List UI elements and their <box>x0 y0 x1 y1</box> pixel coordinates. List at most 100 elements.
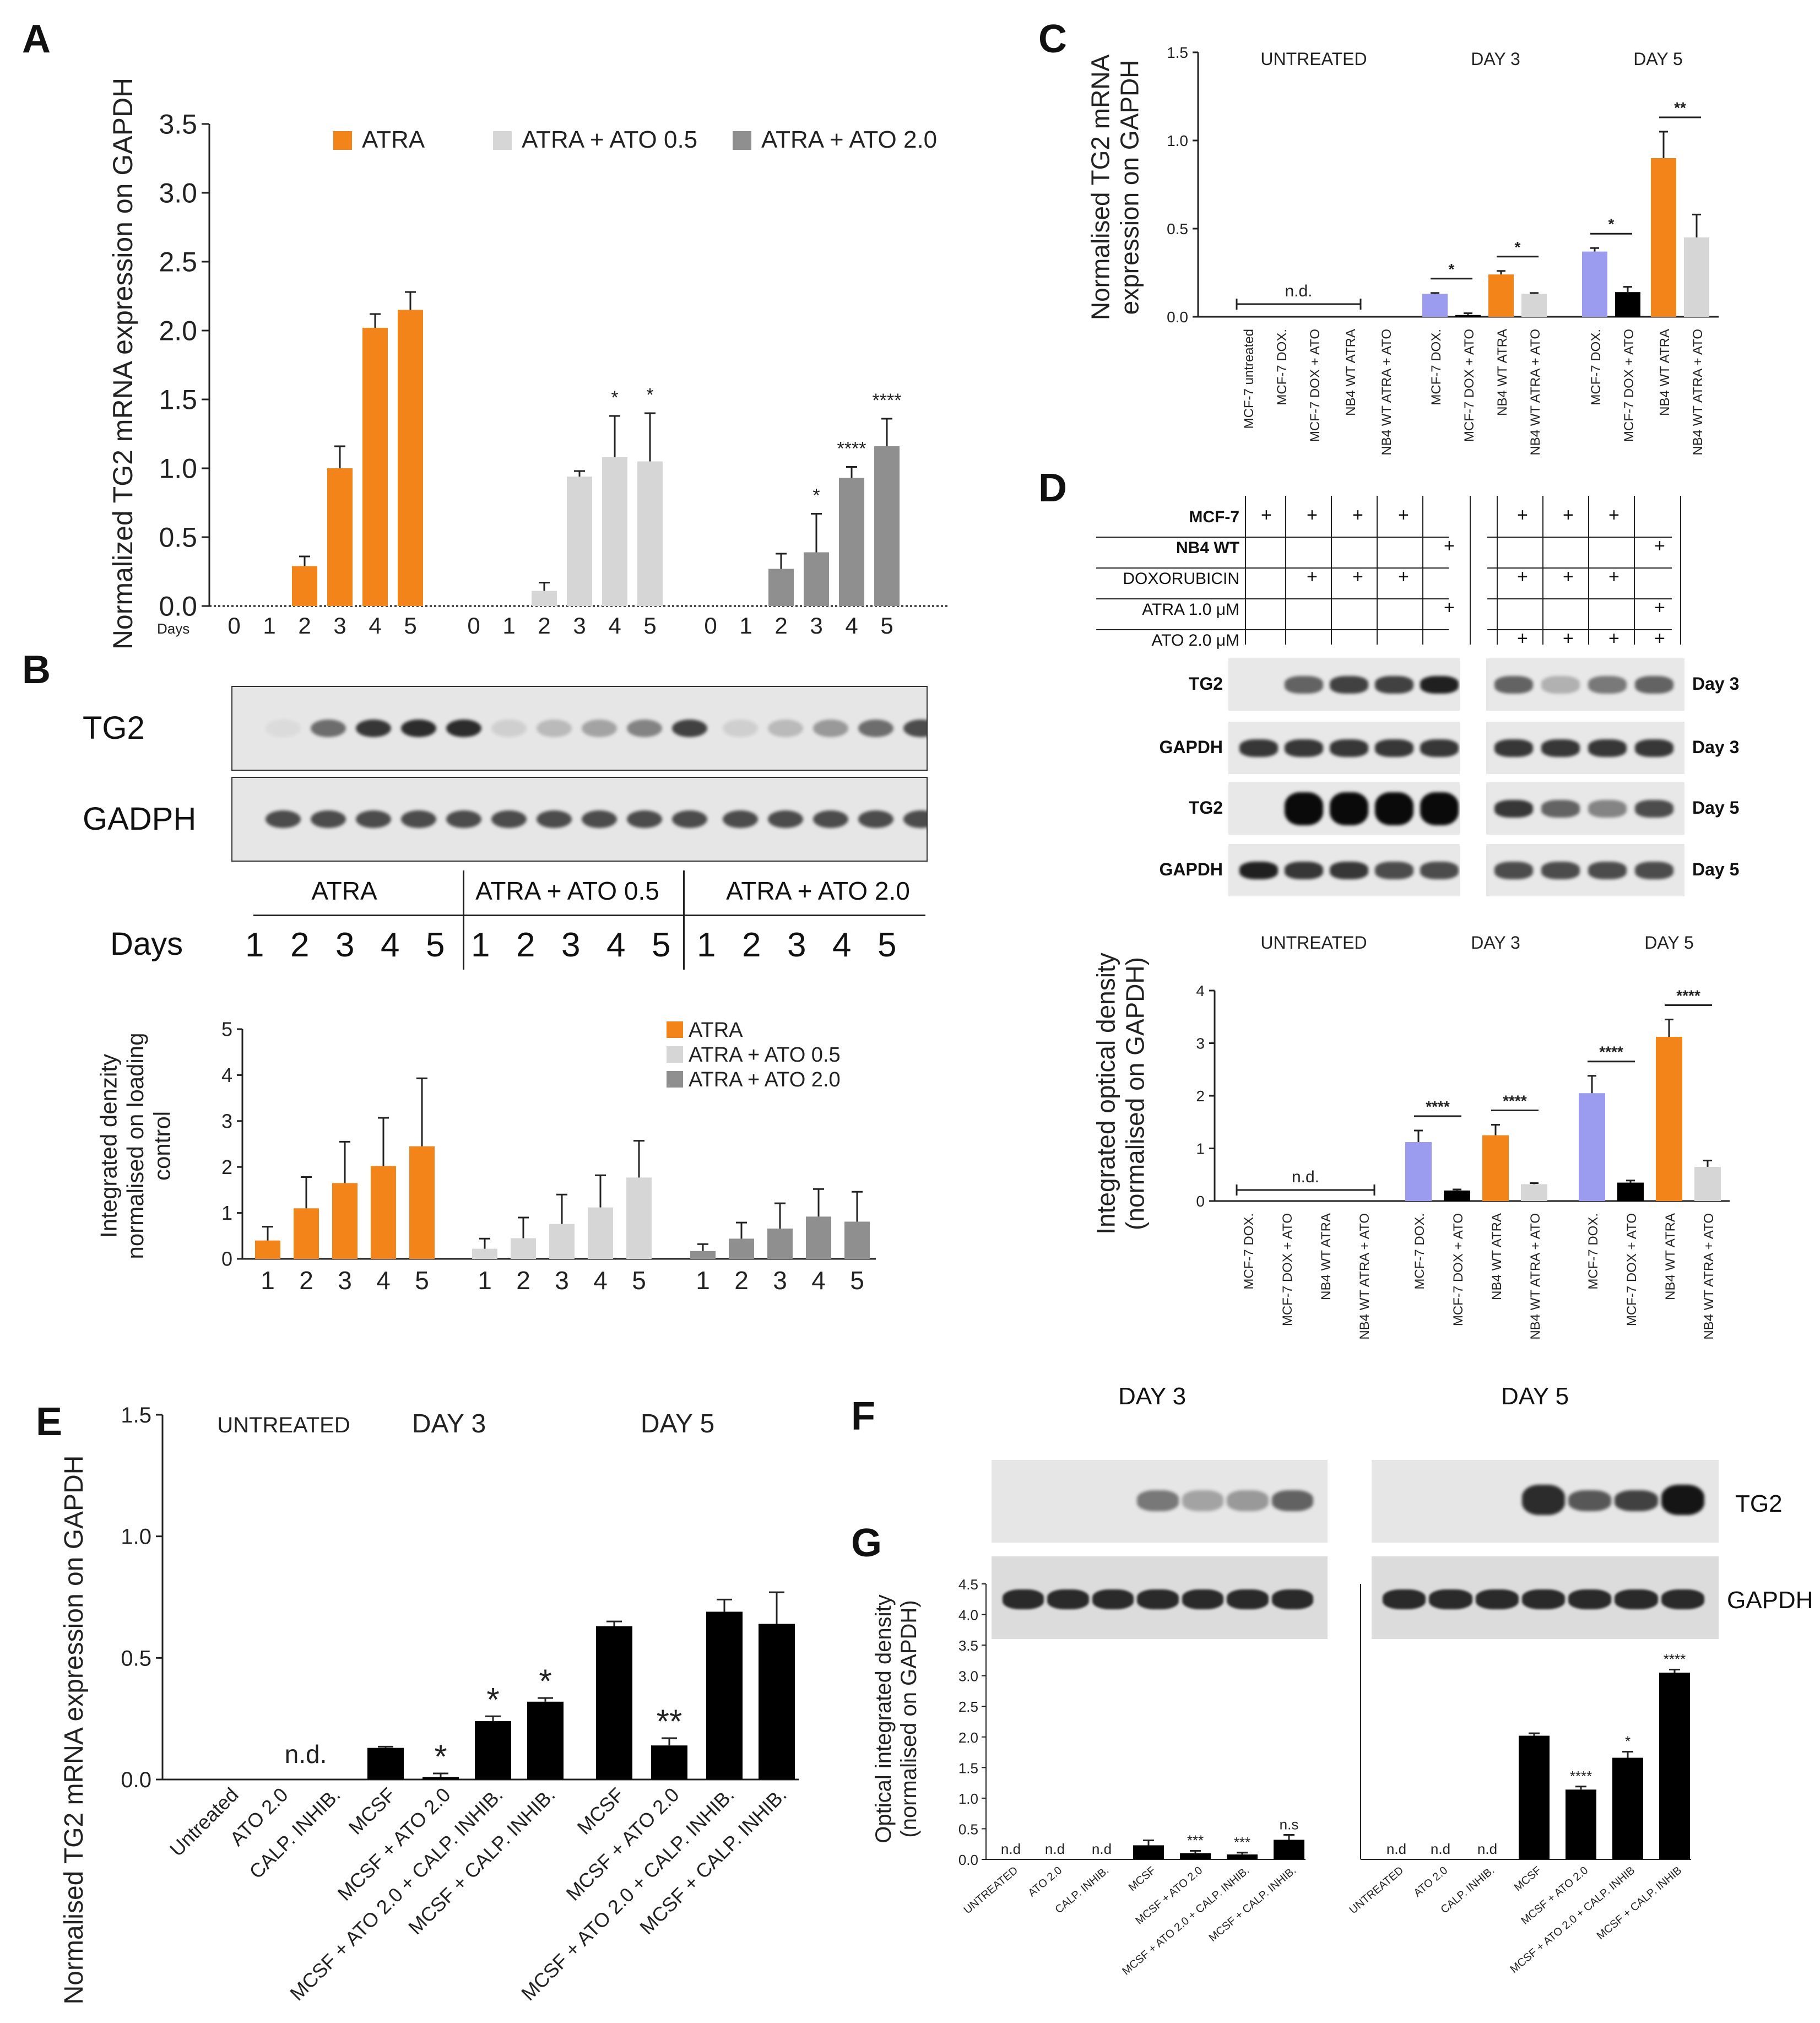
blot-band <box>311 720 346 737</box>
blot-row-label: TG2 <box>1188 674 1223 694</box>
blot-band <box>1420 792 1459 825</box>
blot-band <box>356 720 391 737</box>
x-tick-label: 2 <box>298 613 311 639</box>
blot-band <box>1521 1485 1566 1515</box>
panel-c-chart: 0.0 0.5 1.0 1.5 Normalised TG2 mRNA expressio… <box>1086 44 1719 456</box>
blot-band <box>1635 739 1673 757</box>
nd-label: n.d. <box>285 1740 327 1768</box>
grid-line <box>1487 567 1672 569</box>
x-tick-label: MCSF + ATO 2.0 + CALP. INHIB. <box>517 1783 738 2005</box>
bar <box>1659 1673 1690 1859</box>
blot-band <box>1615 1589 1658 1609</box>
x-tick-label: 1 <box>739 613 752 639</box>
bar <box>806 1216 831 1259</box>
blot-band <box>491 810 527 828</box>
blot-band <box>1420 739 1459 757</box>
bar <box>690 1251 716 1259</box>
x-tick-label: MCF-7 DOX. <box>1586 1213 1601 1290</box>
y-tick-label: 3.5 <box>159 109 197 140</box>
blot-band <box>1568 1490 1612 1511</box>
x-tick-label: 3 <box>573 613 586 639</box>
x-tick-label: 3 <box>333 613 346 639</box>
blot-day-label: 4 <box>381 926 400 964</box>
x-tick-label: MCF-7 DOX. <box>1242 1213 1256 1290</box>
blot-band <box>266 720 301 737</box>
bar <box>398 310 423 606</box>
blot-band <box>401 720 436 737</box>
blot-day-label: 2 <box>742 926 761 964</box>
blot-day-label: Day 3 <box>1692 737 1740 757</box>
x-tick-label: NB4 WT ATRA <box>1663 1213 1678 1300</box>
y-axis-label: Normalised TG2 mRNA <box>1086 55 1115 321</box>
blot-band <box>627 720 662 737</box>
bar <box>1227 1854 1258 1859</box>
significance-star: * <box>1449 261 1455 278</box>
blot-band <box>1494 675 1533 694</box>
y-tick-label: 2 <box>1196 1088 1205 1105</box>
x-tick-label: 5 <box>415 1266 429 1295</box>
legend-label: ATRA <box>689 1019 743 1042</box>
grid-line <box>1096 537 1449 538</box>
blot-strip <box>1228 782 1460 835</box>
blot-day-label: 5 <box>652 926 671 964</box>
significance-star: n.d <box>1431 1841 1450 1857</box>
blot-band <box>1137 1490 1179 1511</box>
x-tick-label: MCF-7 DOX + ATO <box>1280 1213 1295 1326</box>
plus-sign: + <box>1608 566 1619 587</box>
blot-band <box>858 720 893 737</box>
blot-band <box>1375 675 1413 694</box>
blot-band <box>1047 1490 1088 1511</box>
significance-star: n.d <box>1477 1841 1497 1857</box>
grid-line <box>1245 496 1246 645</box>
significance-star: **** <box>1570 1768 1592 1784</box>
y-tick-label: 1.0 <box>159 453 197 484</box>
x-tick-label: MCF-7 DOX + ATO <box>1622 329 1637 442</box>
x-tick-label: NB4 WT ATRA + ATO <box>1357 1213 1372 1340</box>
x-tick-label: 4 <box>593 1266 608 1295</box>
grid-line <box>1285 496 1286 645</box>
x-tick-label: 2 <box>516 1266 530 1295</box>
x-tick-label: 2 <box>538 613 550 639</box>
blot-band <box>1047 1589 1089 1609</box>
y-tick-label: 3.0 <box>159 178 197 209</box>
bar <box>511 1238 536 1259</box>
blot-day-label: 4 <box>606 926 626 964</box>
significance-star: **** <box>873 390 902 411</box>
blot-band <box>1429 1589 1472 1609</box>
x-tick-label: UNTREATED <box>962 1864 1021 1916</box>
y-tick-label: 4.0 <box>958 1607 978 1624</box>
x-tick-label: CALP. INHIB. <box>245 1783 344 1883</box>
blot-row-label: GAPDH <box>1159 737 1223 757</box>
blot-band <box>1239 861 1278 879</box>
blot-band <box>356 810 391 828</box>
blot-band <box>1420 675 1459 694</box>
bar <box>588 1207 613 1259</box>
legend-swatch <box>667 1046 683 1063</box>
bar <box>1566 1789 1596 1859</box>
y-tick-label: 0.0 <box>958 1852 978 1868</box>
blot-day-label: Day 5 <box>1692 798 1740 818</box>
blot-day-label: 2 <box>516 926 535 964</box>
y-tick-label: 0 <box>221 1248 232 1270</box>
blot-band <box>1285 861 1323 879</box>
blot-band <box>1227 1589 1269 1609</box>
panel-b-blot: TG2 GADPH ATRA ATRA + ATO 0.5 ATRA + ATO 2.0… <box>0 634 969 986</box>
plus-sign: + <box>1307 566 1318 587</box>
x-tick-label: 4 <box>811 1266 826 1295</box>
bar <box>844 1221 870 1259</box>
significance-star: n.d <box>1386 1841 1406 1857</box>
bar <box>1651 158 1676 317</box>
blot-band <box>1383 1490 1426 1511</box>
y-tick-label: 3 <box>221 1110 232 1132</box>
x-tick-label: MCSF <box>1126 1864 1158 1894</box>
x-tick-label: 5 <box>850 1266 864 1295</box>
y-tick-label: 0 <box>1196 1193 1205 1210</box>
y-axis-label: Integrated denzity <box>96 1054 122 1238</box>
blot-band <box>582 810 617 828</box>
legend-swatch <box>333 131 352 150</box>
y-tick-label: 4 <box>221 1064 232 1086</box>
blot-strip <box>1486 844 1684 896</box>
x-tick-label: MCSF + CALP. INHIB <box>1595 1864 1684 1942</box>
plus-sign: + <box>1654 536 1665 556</box>
x-tick-label: MCF-7 untreated <box>1242 329 1256 429</box>
